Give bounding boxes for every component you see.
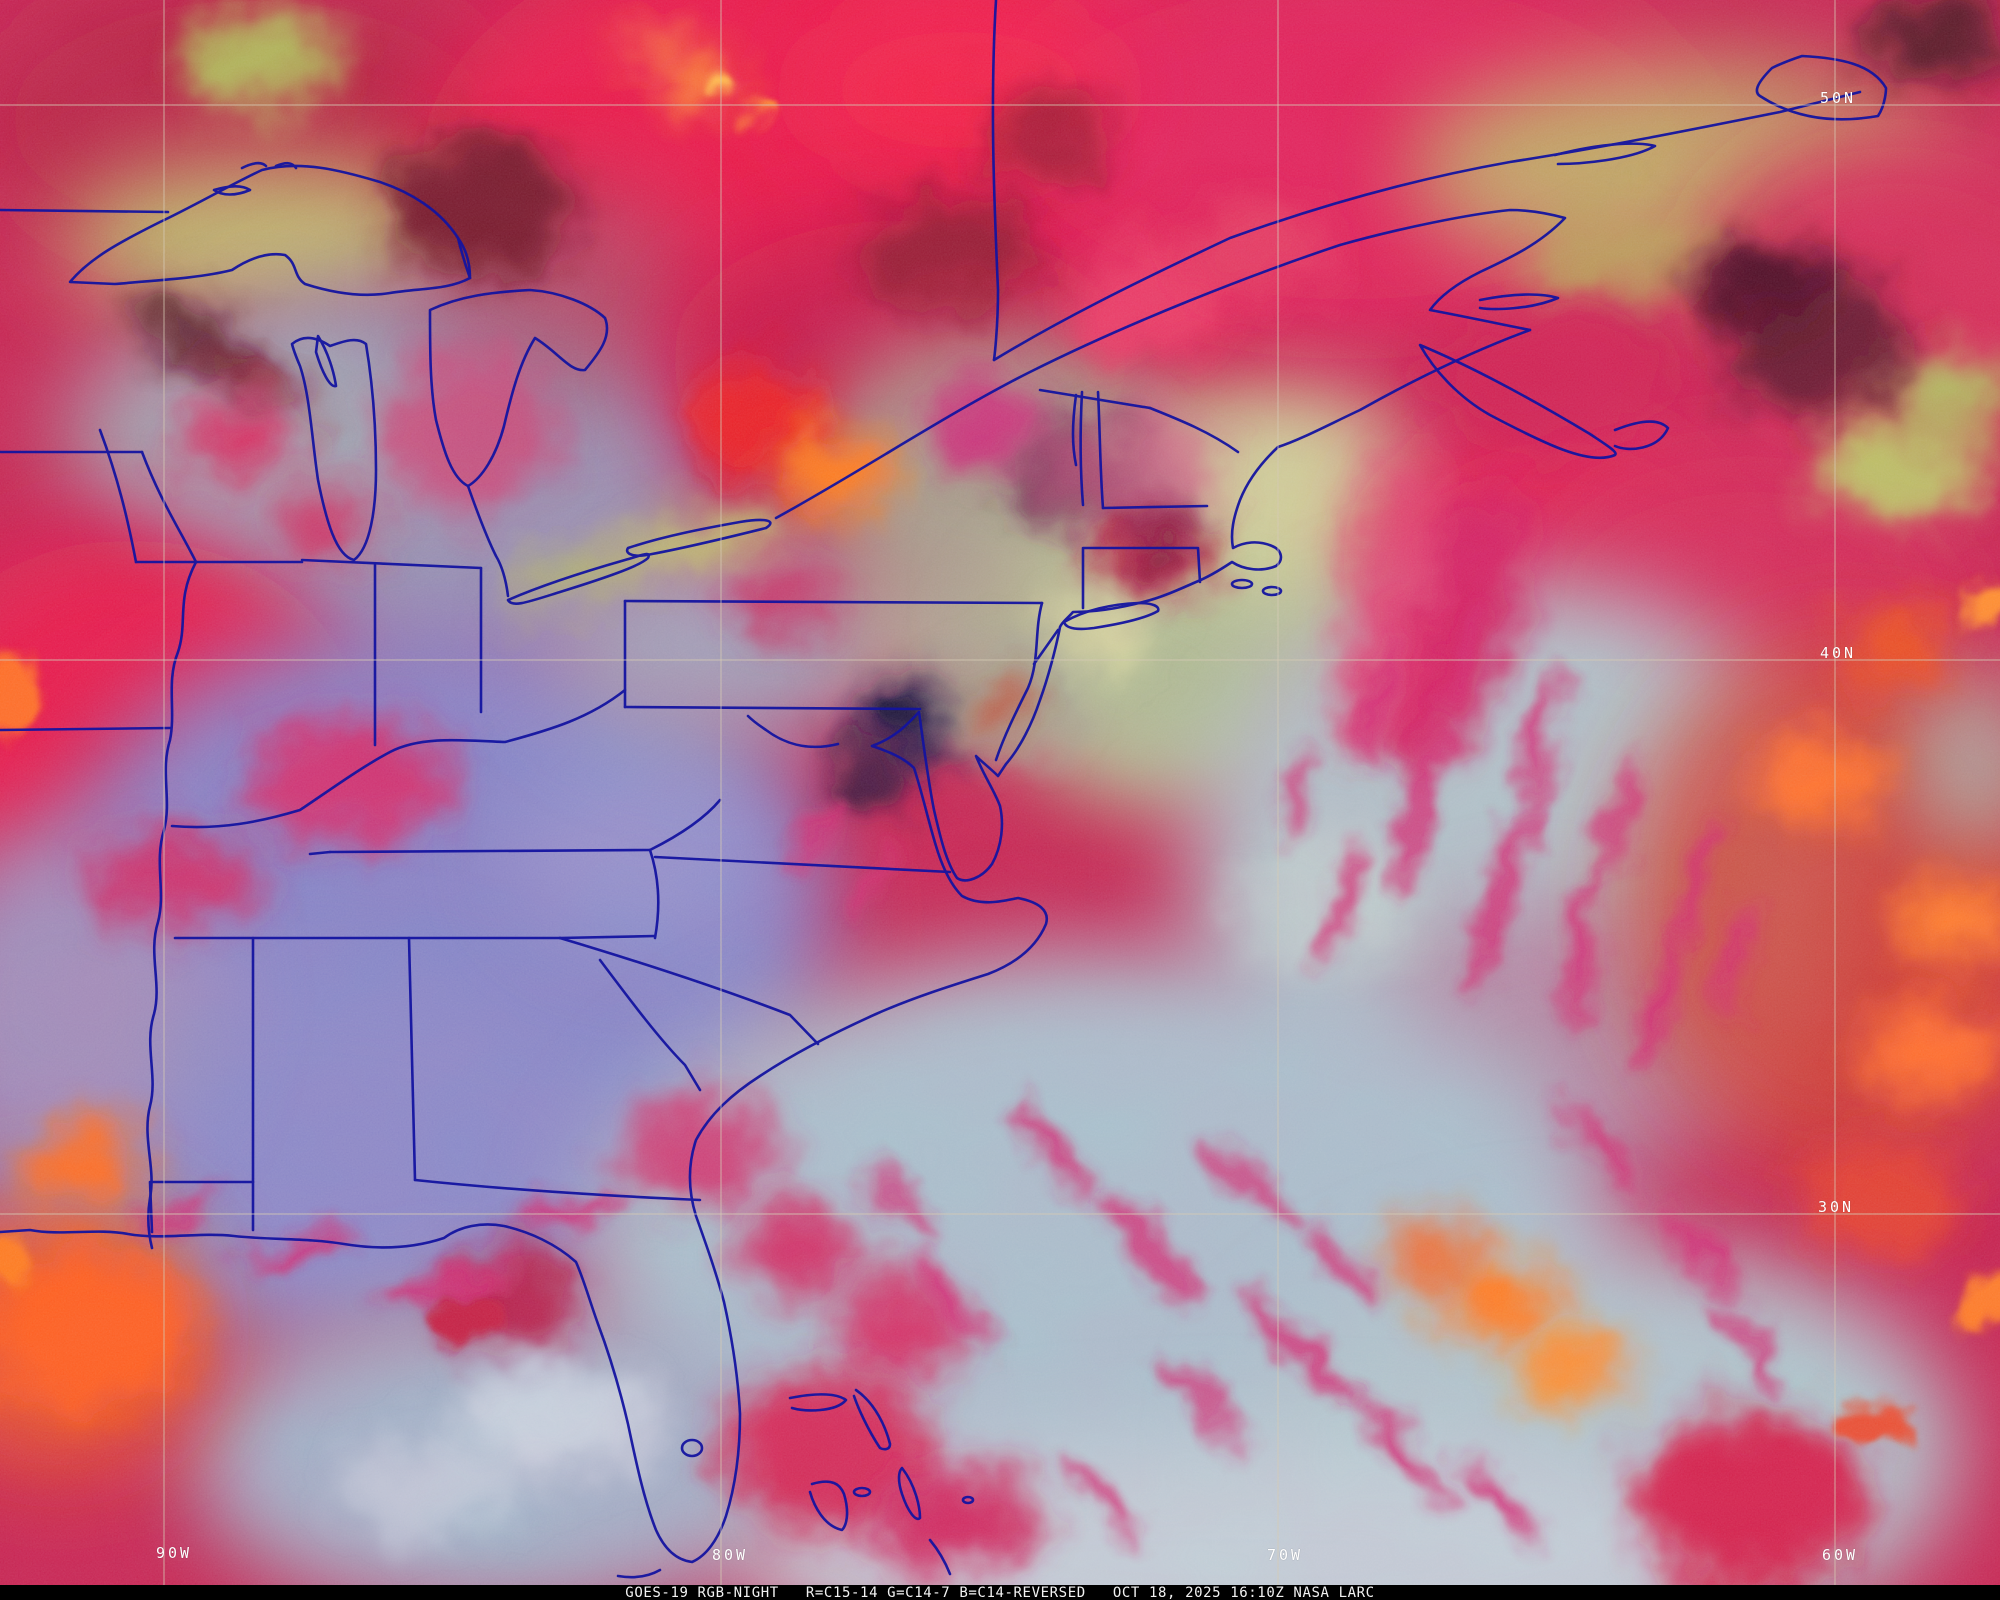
lake-okeechobee [680,1438,704,1458]
nova-scotia-outline [1418,343,1617,460]
newfoundland-coast [1755,54,1888,121]
lake-huron-outline [428,288,609,488]
long-island-outline [1062,601,1160,631]
caption-bar: GOES-19 RGB-NIGHT R=C15-14 G=C14-7 B=C14… [0,1585,2000,1600]
lake-michigan-outline [290,336,378,562]
grid-label-50n: 50N [1820,89,1857,107]
lake-erie-outline [506,552,651,605]
map-borders-overlay [0,0,1888,1579]
prince-edward-island [1478,293,1560,311]
coastline-path [0,328,1532,1564]
grid-label-80w: 80W [712,1546,749,1564]
lake-ontario-outline [625,518,772,557]
grid-label-70w: 70W [1267,1546,1304,1564]
grid-label-30n: 30N [1818,1198,1855,1216]
st-lawrence-north-shore [992,90,1862,362]
ontario-quebec-border [991,0,1000,362]
grid-label-40n: 40N [1820,644,1857,662]
bahamas-islands [788,1388,975,1576]
mississippi-river [140,450,198,1250]
st-lawrence-south-shore [774,208,1567,520]
grid-label-90w: 90W [156,1544,193,1562]
grid-label-60w: 60W [1822,1546,1859,1564]
anticosti-island [1553,142,1657,166]
caption-text: GOES-19 RGB-NIGHT R=C15-14 G=C14-7 B=C14… [625,1584,1375,1600]
